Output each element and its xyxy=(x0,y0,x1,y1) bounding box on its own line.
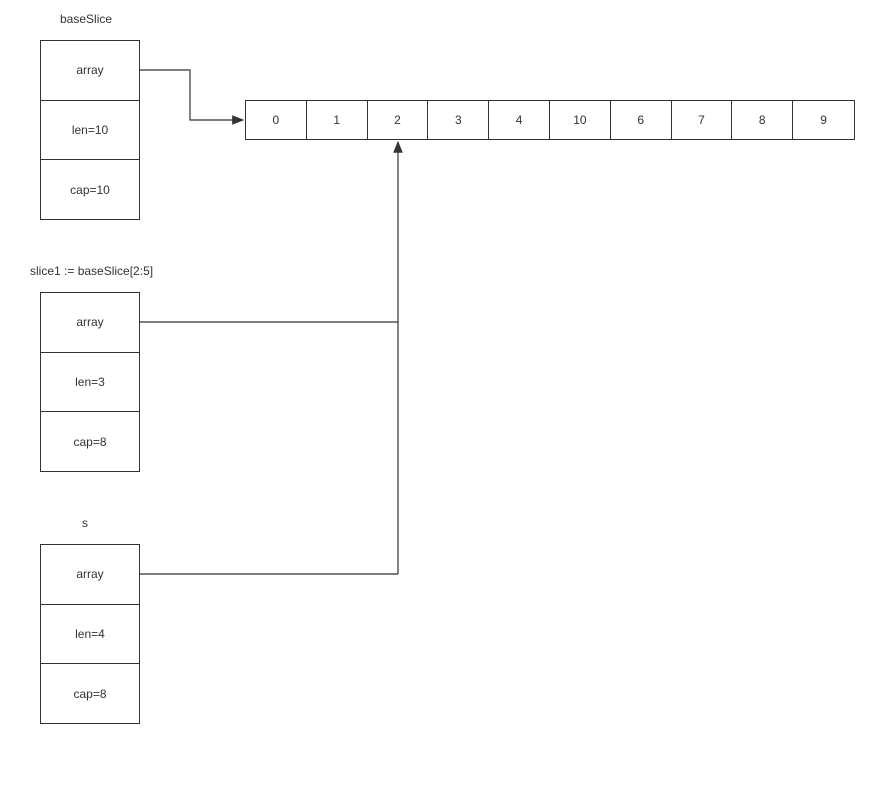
s-cap-cell: cap=8 xyxy=(41,664,139,723)
array-cell-8: 8 xyxy=(732,101,793,139)
slice1-title: slice1 := baseSlice[2:5] xyxy=(30,264,153,278)
array-cell-5: 10 xyxy=(550,101,611,139)
s-box: array len=4 cap=8 xyxy=(40,544,140,724)
baseslice-title: baseSlice xyxy=(60,12,112,26)
slice1-array-cell: array xyxy=(41,293,139,353)
array-cell-3: 3 xyxy=(428,101,489,139)
slice1-len-cell: len=3 xyxy=(41,353,139,413)
slice1-cap-cell: cap=8 xyxy=(41,412,139,471)
array-cell-2: 2 xyxy=(368,101,429,139)
array-cell-7: 7 xyxy=(672,101,733,139)
s-len-cell: len=4 xyxy=(41,605,139,665)
array-cell-0: 0 xyxy=(246,101,307,139)
slice1-box: array len=3 cap=8 xyxy=(40,292,140,472)
s-array-cell: array xyxy=(41,545,139,605)
baseslice-box: array len=10 cap=10 xyxy=(40,40,140,220)
array-cell-9: 9 xyxy=(793,101,854,139)
baseslice-cap-cell: cap=10 xyxy=(41,160,139,219)
array-cell-6: 6 xyxy=(611,101,672,139)
array-cell-1: 1 xyxy=(307,101,368,139)
array-cell-4: 4 xyxy=(489,101,550,139)
s-title: s xyxy=(82,516,88,530)
baseslice-len-cell: len=10 xyxy=(41,101,139,161)
arrow-baseslice-to-array xyxy=(140,70,243,120)
backing-array: 0 1 2 3 4 10 6 7 8 9 xyxy=(245,100,855,140)
baseslice-array-cell: array xyxy=(41,41,139,101)
